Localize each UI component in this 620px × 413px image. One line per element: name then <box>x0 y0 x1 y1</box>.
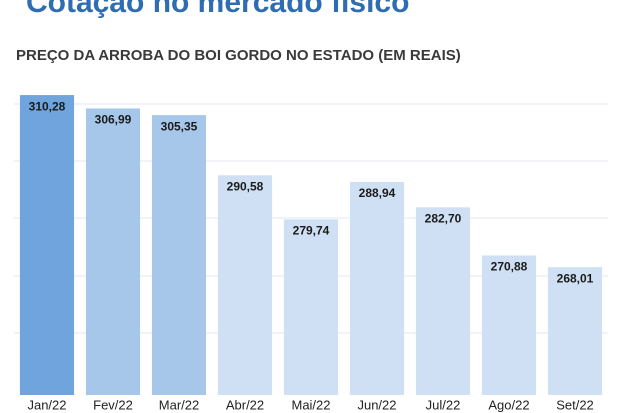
value-label: 305,35 <box>161 119 198 133</box>
chart-subtitle: PREÇO DA ARROBA DO BOI GORDO NO ESTADO (… <box>16 47 461 64</box>
bar <box>19 95 75 395</box>
x-tick-label: Jul/22 <box>426 397 461 412</box>
bar <box>283 219 339 395</box>
value-label: 310,28 <box>29 99 66 113</box>
bar <box>547 267 603 395</box>
bar <box>415 207 471 395</box>
bar <box>481 255 537 395</box>
value-label: 279,74 <box>293 224 330 238</box>
bar <box>349 181 405 395</box>
x-tick-label: Mar/22 <box>159 397 199 412</box>
chart-title: Cotação no mercado físico <box>26 0 409 19</box>
x-tick-label: Fev/22 <box>93 397 133 412</box>
x-tick-label: Set/22 <box>556 397 594 412</box>
bar <box>151 115 207 396</box>
x-tick-label: Mai/22 <box>291 397 330 412</box>
value-label: 288,94 <box>359 186 396 200</box>
value-label: 270,88 <box>491 260 528 274</box>
x-tick-label: Jan/22 <box>27 397 66 412</box>
bar <box>217 175 273 395</box>
value-label: 282,70 <box>425 212 462 226</box>
value-label: 268,01 <box>557 271 594 285</box>
x-tick-label: Jun/22 <box>357 397 396 412</box>
value-label: 290,58 <box>227 179 264 193</box>
x-tick-label: Ago/22 <box>488 397 529 412</box>
value-label: 306,99 <box>95 113 132 127</box>
x-tick-label: Abr/22 <box>226 397 264 412</box>
bar <box>85 108 141 396</box>
